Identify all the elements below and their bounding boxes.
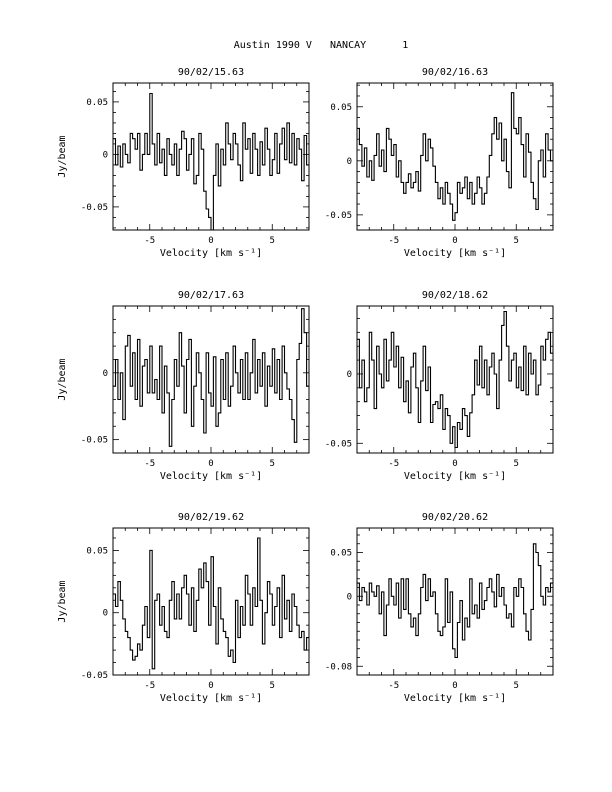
y-tick-label: -0.05	[81, 436, 108, 446]
spectrum-trace	[357, 543, 553, 659]
x-tick-label: -5	[144, 459, 155, 469]
panel-title: 90/02/19.62	[178, 512, 244, 523]
y-tick-label: 0.05	[330, 549, 352, 559]
y-tick-label: 0	[347, 157, 352, 167]
x-axis-label: Velocity [km s⁻¹]	[404, 248, 506, 259]
y-tick-label: -0.05	[81, 203, 108, 213]
panel-5: -5 0 5 0.05 0 -0.05 90/02/19.62 Velocity [km s⁻…	[57, 512, 310, 704]
x-tick-label: 5	[270, 681, 275, 691]
x-axis-label: Velocity [km s⁻¹]	[404, 693, 506, 704]
panel-6: -5 0 5 0.05 0 -0.08 90/02/20.62 Velocity [km s⁻…	[325, 512, 554, 704]
panel-title: 90/02/20.62	[422, 512, 488, 523]
y-tick-label: 0	[347, 370, 352, 380]
x-tick-label: 0	[208, 236, 213, 246]
panel-title: 90/02/18.62	[422, 290, 488, 301]
page-title: Austin 1990 V NANCAY 1	[234, 40, 409, 51]
x-tick-label: -5	[388, 459, 399, 469]
spectrum-trace	[357, 310, 553, 449]
spectrum-trace	[113, 537, 309, 670]
x-tick-label: 0	[452, 236, 457, 246]
y-tick-label: 0.05	[86, 546, 108, 556]
y-tick-label: 0	[103, 369, 108, 379]
panel-title: 90/02/17.63	[178, 290, 244, 301]
x-axis-label: Velocity [km s⁻¹]	[160, 471, 262, 482]
x-tick-label: -5	[388, 681, 399, 691]
x-axis-label: Velocity [km s⁻¹]	[160, 693, 262, 704]
y-tick-label: -0.08	[325, 662, 352, 672]
y-axis-label: Jy/beam	[57, 358, 68, 400]
y-tick-label: 0	[103, 150, 108, 160]
x-tick-label: -5	[388, 236, 399, 246]
spectrum-trace	[357, 92, 553, 221]
x-tick-label: 5	[514, 459, 519, 469]
x-tick-label: -5	[144, 681, 155, 691]
spectrum-trace	[113, 308, 309, 447]
x-tick-label: 0	[208, 459, 213, 469]
y-tick-label: -0.05	[325, 439, 352, 449]
y-tick-label: 0	[103, 609, 108, 619]
x-tick-label: 5	[270, 459, 275, 469]
x-tick-label: 0	[452, 681, 457, 691]
x-tick-label: -5	[144, 236, 155, 246]
x-tick-label: 5	[270, 236, 275, 246]
panel-title: 90/02/15.63	[178, 67, 244, 78]
x-tick-label: 0	[452, 459, 457, 469]
x-tick-label: 5	[514, 681, 519, 691]
panel-grid: -5 0 5 0.05 0 -0.05 90/02/15.63 Velocity [km s⁻…	[57, 67, 554, 704]
y-tick-label: 0	[347, 592, 352, 602]
panel-4: -5 0 5 0 -0.05 90/02/18.62 Velocity [km s⁻¹]	[325, 290, 554, 482]
y-tick-label: -0.05	[81, 671, 108, 681]
x-axis-label: Velocity [km s⁻¹]	[160, 248, 262, 259]
panel-title: 90/02/16.63	[422, 67, 488, 78]
y-tick-label: 0.05	[330, 103, 352, 113]
x-tick-label: 5	[514, 236, 519, 246]
y-axis-label: Jy/beam	[57, 580, 68, 622]
y-tick-label: -0.05	[325, 211, 352, 221]
panel-2: -5 0 5 0.05 0 -0.05 90/02/16.63 Velocity [km s⁻…	[325, 67, 554, 259]
x-tick-label: 0	[208, 681, 213, 691]
x-axis-label: Velocity [km s⁻¹]	[404, 471, 506, 482]
y-tick-label: 0.05	[86, 98, 108, 108]
panel-3: -5 0 5 0 -0.05 90/02/17.63 Velocity [km s⁻¹] Jy…	[57, 290, 310, 482]
spectrum-trace	[113, 92, 309, 231]
panel-1: -5 0 5 0.05 0 -0.05 90/02/15.63 Velocity [km s⁻…	[57, 67, 310, 259]
y-axis-label: Jy/beam	[57, 135, 68, 177]
